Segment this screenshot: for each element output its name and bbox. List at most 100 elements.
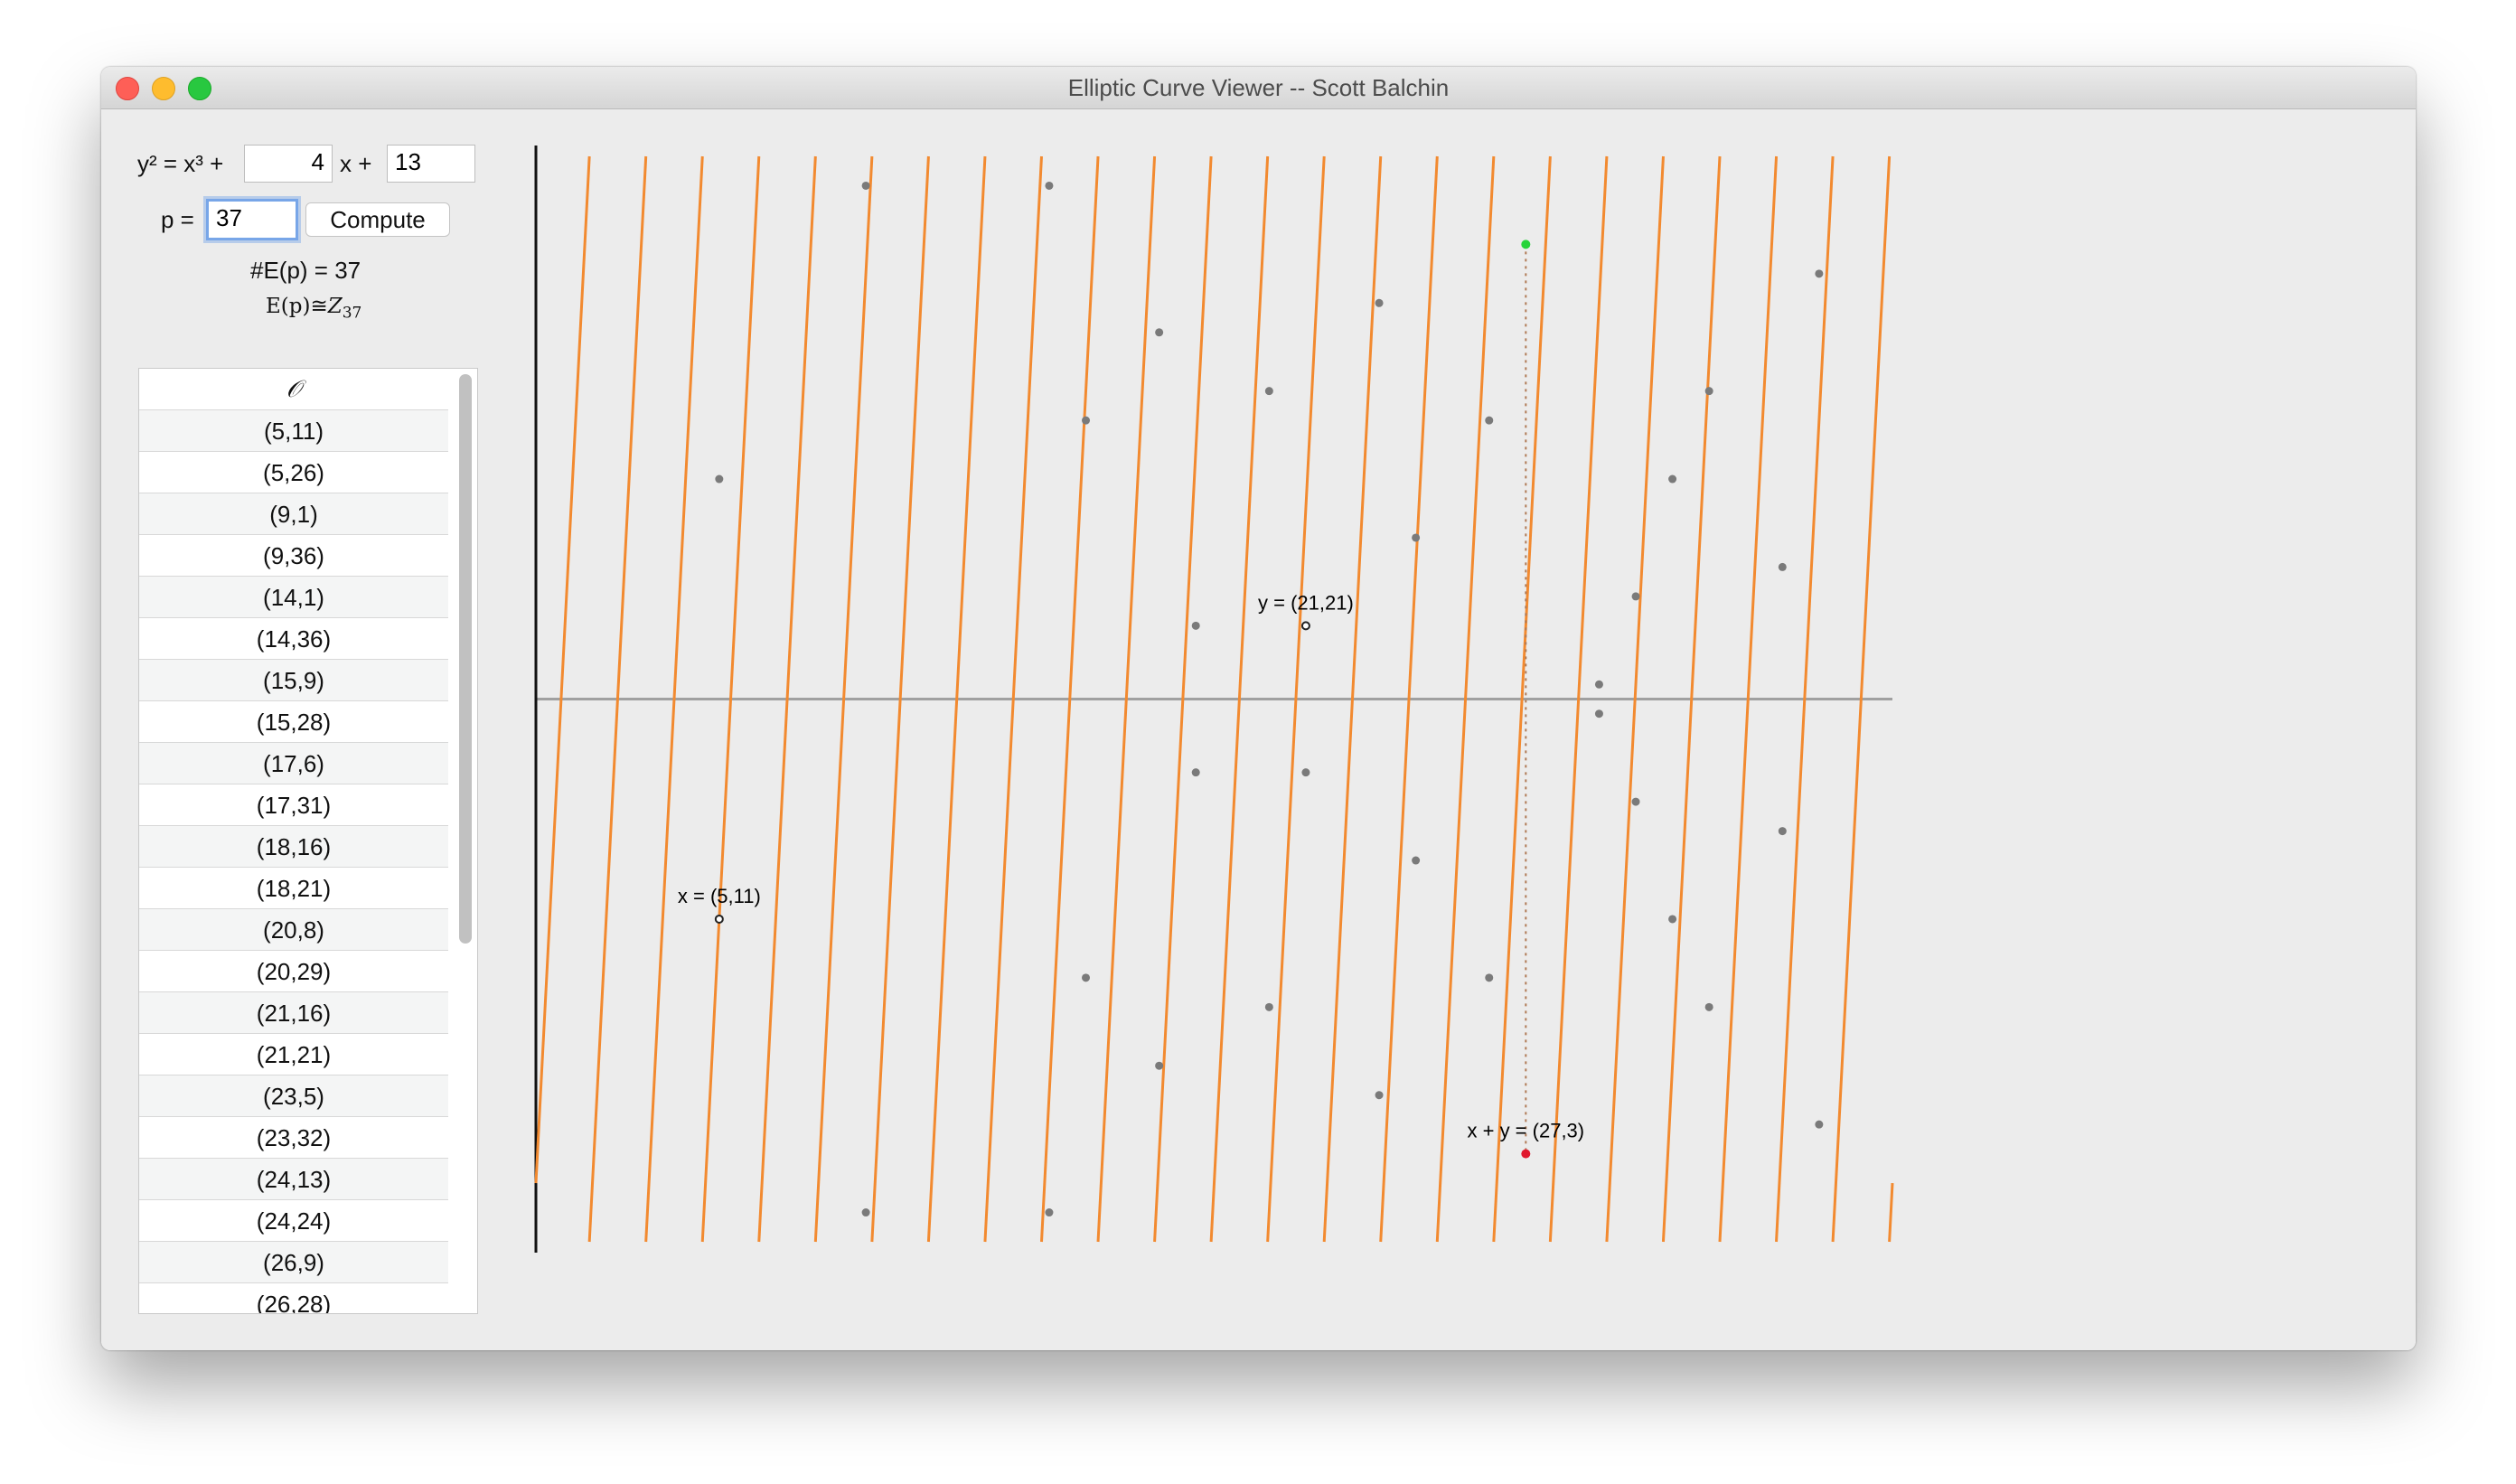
table-scrollbar[interactable] [459, 374, 472, 944]
curve-point [1412, 856, 1421, 865]
b-coefficient-field[interactable]: 13 [387, 145, 475, 183]
line-segment [1548, 155, 1609, 1243]
list-item[interactable]: (5,26) [139, 452, 448, 493]
sum-point [1521, 1149, 1531, 1159]
minimize-icon[interactable] [152, 77, 175, 100]
line-segment [1322, 155, 1383, 1243]
curve-point [1155, 1061, 1164, 1070]
line-segment [1831, 155, 1892, 1243]
point-annotation: x + y = (27,3) [1468, 1120, 1585, 1142]
line-segment [870, 155, 930, 1243]
line-segment [757, 155, 817, 1243]
equation-middle: x + [340, 150, 372, 177]
list-item[interactable]: (23,5) [139, 1075, 448, 1117]
third-intersection-point [1521, 240, 1531, 249]
point-annotation: y = (21,21) [1258, 591, 1354, 614]
list-item[interactable]: (26,9) [139, 1242, 448, 1283]
curve-point [1704, 1002, 1713, 1011]
line-segment [1718, 155, 1779, 1243]
group-structure-subscript: 37 [342, 304, 362, 323]
line-segment [1605, 155, 1665, 1243]
list-item[interactable]: (17,31) [139, 784, 448, 826]
line-segment [1661, 155, 1722, 1243]
curve-point [1375, 298, 1384, 307]
line-segment [1209, 155, 1270, 1243]
line-segment [813, 155, 874, 1243]
curve-point [1668, 474, 1677, 484]
curve-point [1191, 621, 1200, 630]
curve-point [1264, 1002, 1273, 1011]
line-segment [983, 155, 1043, 1243]
prime-field[interactable]: 37 [206, 199, 298, 240]
list-item[interactable]: (14,36) [139, 618, 448, 660]
line-segment [534, 155, 591, 1184]
points-table[interactable]: 𝒪 (5,11) (5,26) (9,1) (9,36) (14,1) (14,36) (15… [138, 368, 478, 1314]
window-title: Elliptic Curve Viewer -- Scott Balchin [1067, 74, 1450, 101]
curve-point [1704, 387, 1713, 396]
line-segment [644, 155, 704, 1243]
curve-point [1191, 768, 1200, 777]
curve-point [1631, 797, 1640, 806]
curve-point [1594, 709, 1603, 719]
list-item[interactable]: (15,28) [139, 701, 448, 743]
line-segment [1039, 155, 1100, 1243]
list-item-infinity[interactable]: 𝒪 [139, 369, 448, 410]
list-item[interactable]: (9,36) [139, 535, 448, 577]
curve-point [1045, 1208, 1054, 1217]
group-structure-z: Z [327, 295, 343, 318]
line-segment [1096, 155, 1157, 1243]
curve-point [1485, 973, 1494, 982]
curve-point [1815, 1120, 1824, 1129]
a-coefficient-field[interactable]: 4 [244, 145, 333, 183]
close-icon[interactable] [116, 77, 139, 100]
line-segment [587, 155, 648, 1243]
list-item[interactable]: (20,8) [139, 909, 448, 951]
points-table-body: 𝒪 (5,11) (5,26) (9,1) (9,36) (14,1) (14,36) (15… [139, 369, 477, 1313]
curve-point [1485, 416, 1494, 425]
list-item[interactable]: (21,16) [139, 992, 448, 1034]
list-item[interactable]: (5,11) [139, 410, 448, 452]
equation-prefix: y² = x³ + [137, 150, 224, 177]
curve-point [1778, 562, 1787, 571]
curve-point [1668, 915, 1677, 924]
curve-point [1082, 973, 1091, 982]
group-structure-prefix: E(p)≅ [266, 295, 328, 318]
list-item[interactable]: (20,29) [139, 951, 448, 992]
list-item[interactable]: (18,16) [139, 826, 448, 868]
list-item[interactable]: (23,32) [139, 1117, 448, 1159]
list-item[interactable]: (26,28) [139, 1283, 448, 1313]
selected-point [1300, 621, 1310, 631]
list-item[interactable]: (24,24) [139, 1200, 448, 1242]
curve-point [1815, 269, 1824, 278]
line-segment [1775, 155, 1835, 1243]
curve-point [1778, 827, 1787, 836]
curve-point [1155, 328, 1164, 337]
curve-point [1412, 533, 1421, 542]
list-item[interactable]: (15,9) [139, 660, 448, 701]
curve-point [1301, 768, 1310, 777]
app-window: Elliptic Curve Viewer -- Scott Balchin y… [101, 67, 2416, 1350]
line-segment [700, 155, 761, 1243]
list-item[interactable]: (24,13) [139, 1159, 448, 1200]
line-segment [1379, 155, 1439, 1243]
line-segment [1435, 155, 1496, 1243]
zoom-icon[interactable] [188, 77, 211, 100]
list-item[interactable]: (17,6) [139, 743, 448, 784]
group-order-text: #E(p) = 37 [250, 257, 361, 284]
line-segment [1153, 155, 1213, 1243]
list-item[interactable]: (9,1) [139, 493, 448, 535]
point-annotation: x = (5,11) [678, 885, 761, 907]
list-item[interactable]: (18,21) [139, 868, 448, 909]
curve-plot[interactable]: x = (5,11) y = (21,21) x + y = (27,3) [101, 67, 2416, 1350]
prime-label: p = [161, 206, 194, 233]
line-segment [1888, 1183, 1894, 1243]
curve-point [1264, 387, 1273, 396]
title-bar[interactable]: Elliptic Curve Viewer -- Scott Balchin [101, 67, 2416, 109]
list-item[interactable]: (14,1) [139, 577, 448, 618]
curve-point [1631, 592, 1640, 601]
selected-point [714, 914, 724, 924]
curve-point [1045, 181, 1054, 190]
curve-point [1594, 680, 1603, 689]
list-item[interactable]: (21,21) [139, 1034, 448, 1075]
compute-button[interactable]: Compute [305, 202, 450, 237]
